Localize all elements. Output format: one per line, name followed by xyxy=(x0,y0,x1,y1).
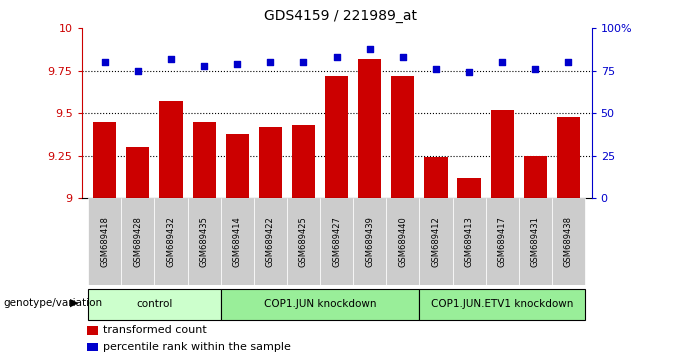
FancyBboxPatch shape xyxy=(552,198,585,285)
Text: GDS4159 / 221989_at: GDS4159 / 221989_at xyxy=(264,9,416,23)
FancyBboxPatch shape xyxy=(519,198,552,285)
FancyBboxPatch shape xyxy=(154,198,188,285)
Bar xyxy=(93,122,116,198)
FancyBboxPatch shape xyxy=(420,289,585,320)
Text: ▶: ▶ xyxy=(70,298,78,308)
FancyBboxPatch shape xyxy=(420,198,452,285)
Text: GSM689412: GSM689412 xyxy=(431,216,441,267)
FancyBboxPatch shape xyxy=(486,198,519,285)
Point xyxy=(397,55,408,60)
Bar xyxy=(391,76,414,198)
Point xyxy=(165,56,176,62)
Point xyxy=(265,59,276,65)
Bar xyxy=(159,101,183,198)
Point xyxy=(298,59,309,65)
FancyBboxPatch shape xyxy=(452,198,486,285)
Point xyxy=(530,66,541,72)
Text: GSM689417: GSM689417 xyxy=(498,216,507,267)
Text: GSM689425: GSM689425 xyxy=(299,216,308,267)
FancyBboxPatch shape xyxy=(221,198,254,285)
Text: GSM689440: GSM689440 xyxy=(398,216,407,267)
Point xyxy=(563,59,574,65)
FancyBboxPatch shape xyxy=(287,198,320,285)
Point xyxy=(199,63,209,69)
Text: GSM689422: GSM689422 xyxy=(266,216,275,267)
Text: GSM689432: GSM689432 xyxy=(167,216,175,267)
Text: GSM689418: GSM689418 xyxy=(100,216,109,267)
Bar xyxy=(424,158,447,198)
Text: genotype/variation: genotype/variation xyxy=(3,298,103,308)
Text: GSM689435: GSM689435 xyxy=(200,216,209,267)
FancyBboxPatch shape xyxy=(320,198,353,285)
Text: GSM689427: GSM689427 xyxy=(332,216,341,267)
FancyBboxPatch shape xyxy=(221,289,420,320)
Text: COP1.JUN knockdown: COP1.JUN knockdown xyxy=(264,299,376,309)
Bar xyxy=(292,125,315,198)
Bar xyxy=(325,76,348,198)
FancyBboxPatch shape xyxy=(88,289,221,320)
FancyBboxPatch shape xyxy=(353,198,386,285)
Bar xyxy=(458,178,481,198)
Text: GSM689439: GSM689439 xyxy=(365,216,374,267)
Text: COP1.JUN.ETV1 knockdown: COP1.JUN.ETV1 knockdown xyxy=(431,299,573,309)
Text: GSM689414: GSM689414 xyxy=(233,216,242,267)
Point xyxy=(232,61,243,67)
FancyBboxPatch shape xyxy=(386,198,420,285)
Bar xyxy=(524,156,547,198)
Bar xyxy=(557,117,580,198)
Bar xyxy=(86,326,98,335)
Text: transformed count: transformed count xyxy=(103,325,207,336)
Point xyxy=(99,59,110,65)
Text: GSM689431: GSM689431 xyxy=(531,216,540,267)
Bar xyxy=(192,122,216,198)
Point xyxy=(497,59,508,65)
Bar xyxy=(358,59,381,198)
Bar xyxy=(126,147,150,198)
FancyBboxPatch shape xyxy=(121,198,154,285)
FancyBboxPatch shape xyxy=(88,198,121,285)
Bar xyxy=(259,127,282,198)
Text: GSM689438: GSM689438 xyxy=(564,216,573,267)
Text: percentile rank within the sample: percentile rank within the sample xyxy=(103,342,291,352)
Bar xyxy=(226,134,249,198)
FancyBboxPatch shape xyxy=(254,198,287,285)
Point xyxy=(331,55,342,60)
Point xyxy=(133,68,143,74)
Text: GSM689413: GSM689413 xyxy=(464,216,473,267)
FancyBboxPatch shape xyxy=(188,198,221,285)
Point xyxy=(364,46,375,52)
Point xyxy=(464,70,475,75)
Point xyxy=(430,66,441,72)
Text: control: control xyxy=(136,299,173,309)
Bar xyxy=(86,343,98,352)
Text: GSM689428: GSM689428 xyxy=(133,216,142,267)
Bar xyxy=(490,110,514,198)
